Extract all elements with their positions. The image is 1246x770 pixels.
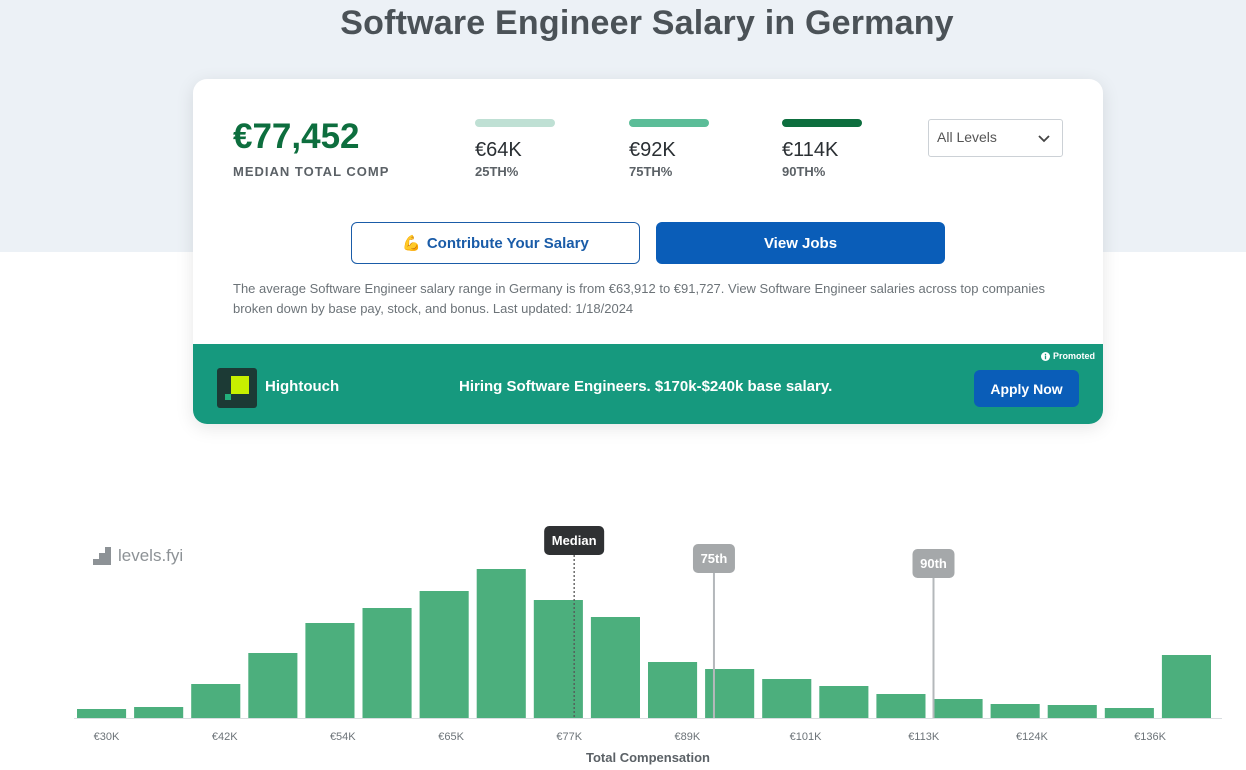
median-total-comp-value: €77,452	[233, 117, 360, 156]
histogram-bar	[990, 704, 1040, 718]
contribute-salary-button[interactable]: 💪 Contribute Your Salary	[351, 222, 640, 264]
levels-fyi-logo-icon	[93, 547, 111, 565]
percentile-25-label: 25TH%	[475, 164, 519, 179]
x-tick-label: €65K	[438, 731, 464, 743]
apply-now-label: Apply Now	[990, 380, 1063, 397]
marker-badge	[692, 544, 735, 573]
median-total-comp-label: MEDIAN TOTAL COMP	[233, 164, 390, 179]
x-tick-label: €113K	[908, 731, 940, 743]
flexed-biceps-icon: 💪	[402, 235, 421, 252]
percentile-75-label: 75TH%	[629, 164, 673, 179]
percentile-25-bar	[475, 119, 555, 127]
percentile-75: €92K 75TH%	[629, 119, 719, 179]
chevron-down-icon	[1036, 130, 1052, 149]
histogram-bar	[305, 623, 355, 718]
salary-description: The average Software Engineer salary ran…	[233, 281, 1045, 316]
apply-now-button[interactable]: Apply Now	[974, 370, 1079, 407]
histogram-bar	[1047, 705, 1097, 718]
histogram-bar	[876, 694, 926, 718]
histogram-bar	[77, 709, 127, 718]
promoted-label: Promoted	[1052, 351, 1095, 361]
promoted-job-banner[interactable]: Hightouch Hiring Software Engineers. $17…	[193, 344, 1103, 424]
marker-label: 75th	[701, 551, 728, 566]
x-tick-label: €77K	[556, 731, 582, 743]
percentile-90-bar	[782, 119, 862, 127]
promo-text: Hiring Software Engineers. $170k-$240k b…	[459, 378, 833, 395]
contribute-salary-label: Contribute Your Salary	[426, 234, 589, 252]
percentile-75-value: €92K	[629, 139, 676, 161]
x-tick-label: €124K	[1016, 731, 1048, 743]
hightouch-logo-icon	[217, 368, 257, 408]
histogram-bar	[362, 608, 412, 718]
view-jobs-label: View Jobs	[763, 234, 838, 252]
watermark-text: levels.fyi	[118, 546, 184, 565]
percentile-75-bar	[629, 119, 709, 127]
histogram-bar	[933, 699, 983, 718]
marker-badge	[544, 526, 605, 555]
histogram-bar	[134, 707, 184, 718]
histogram-bar	[419, 591, 469, 718]
view-jobs-button[interactable]: View Jobs	[656, 222, 945, 264]
percentile-90: €114K 90TH%	[782, 119, 872, 179]
x-tick-label: €101K	[790, 731, 822, 743]
histogram-bar	[248, 653, 298, 718]
promoted-badge: Promoted	[1040, 351, 1095, 361]
level-select[interactable]: All Levels	[928, 119, 1063, 157]
info-icon	[1040, 351, 1050, 361]
x-tick-label: €136K	[1134, 731, 1166, 743]
x-tick-label: €42K	[212, 731, 238, 743]
histogram-bar	[819, 686, 869, 718]
histogram-bar	[648, 662, 698, 718]
level-select-value: All Levels	[937, 129, 997, 145]
salary-summary-card: €77,452 MEDIAN TOTAL COMP €64K 25TH% €92…	[193, 79, 1103, 424]
page-title: Software Engineer Salary in Germany	[340, 4, 954, 42]
histogram-bar	[762, 679, 812, 718]
histogram-bar	[590, 617, 640, 718]
histogram-bar	[476, 569, 526, 718]
salary-histogram: €30K €42K €54K €65K €77K €89K €101K €113K €124K €…	[74, 526, 1222, 765]
levels-fyi-watermark: levels.fyi	[92, 546, 183, 566]
x-tick-label: €89K	[675, 731, 701, 743]
histogram-bar	[1161, 655, 1211, 718]
percentile-90-label: 90TH%	[782, 164, 826, 179]
histogram-bar	[1104, 708, 1154, 718]
percentile-25-value: €64K	[475, 139, 522, 161]
promo-company-name: Hightouch	[265, 378, 340, 395]
histogram-bar	[533, 600, 583, 718]
x-tick-label: €30K	[94, 731, 120, 743]
histogram-bar	[705, 669, 755, 718]
x-tick-label: €54K	[330, 731, 356, 743]
marker-label: 90th	[920, 556, 947, 571]
x-axis-title: Total Compensation	[586, 750, 710, 765]
histogram-bar	[191, 684, 241, 718]
marker-label: Median	[552, 533, 597, 548]
percentile-25: €64K 25TH%	[475, 119, 565, 179]
percentile-90-value: €114K	[782, 139, 839, 161]
marker-badge	[912, 549, 955, 578]
